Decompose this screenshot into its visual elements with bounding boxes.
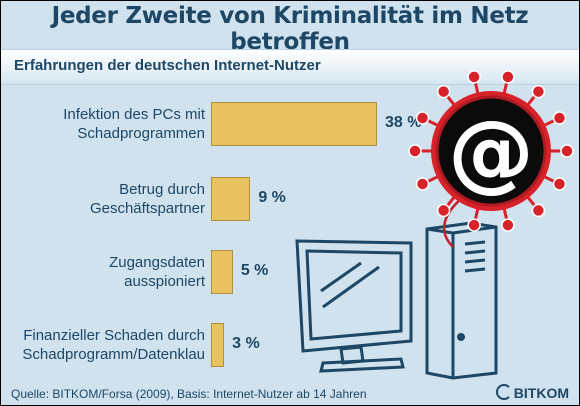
bar [211, 250, 233, 294]
category-label-line: Betrug durch [119, 181, 205, 198]
virus-knob [552, 111, 567, 125]
category-label: Betrug durch Geschäftspartner [90, 180, 205, 218]
pc-tower-icon [425, 221, 498, 380]
category-label-line: Schadprogrammen [77, 125, 205, 142]
virus-knob [436, 203, 451, 218]
category-label-line: Schadprogramm/Datenklau [22, 346, 205, 363]
category-label-line: Geschäftspartner [89, 200, 205, 217]
category-label: Zugangsdaten ausspioniert [109, 253, 205, 291]
at-sign-virus-icon: @ [408, 70, 574, 232]
virus-knob [531, 84, 546, 99]
category-label-line: Zugangsdaten [109, 254, 205, 271]
category-label-line: Finanzieller Schaden durch [23, 327, 205, 344]
virus-knob [501, 70, 515, 84]
virus-knob [467, 70, 481, 84]
virus-knob [467, 218, 481, 232]
category-label: Infektion des PCs mit Schadprogrammen [63, 105, 205, 143]
virus-knob [408, 144, 422, 158]
virus-knob [552, 177, 567, 191]
category-label-line: Infektion des PCs mit [63, 106, 205, 123]
virus-knob [560, 144, 574, 158]
bar [211, 102, 377, 146]
brand-text: BITKOM [513, 385, 569, 401]
chart-subtitle: Erfahrungen der deutschen Internet-Nutze… [14, 57, 321, 74]
value-label: 9 % [258, 189, 286, 206]
virus-knob [531, 203, 546, 218]
bitkom-logo-icon [495, 384, 512, 400]
virus-knob [415, 111, 430, 125]
value-label: 5 % [240, 262, 269, 279]
virus-knob [436, 84, 451, 99]
cable-line [442, 196, 464, 248]
source-note: Quelle: BITKOM/Forsa (2009), Basis: Inte… [11, 387, 367, 401]
at-symbol: @ [448, 102, 534, 202]
category-label-line: ausspioniert [124, 273, 205, 290]
virus-knob [501, 218, 515, 232]
brand-logo: BITKOM [495, 384, 569, 401]
value-label: 38 % [385, 114, 422, 131]
subtitle-bar [1, 49, 579, 85]
category-label: Finanzieller Schaden durch Schadprogramm/… [22, 326, 205, 364]
bar [211, 177, 251, 221]
bar [211, 323, 225, 367]
virus-knob [415, 177, 430, 191]
computer-monitor-icon [295, 239, 413, 373]
chart-title: Jeder Zweite von Kriminalität im Netz be… [51, 3, 529, 55]
value-label: 3 % [232, 335, 260, 352]
